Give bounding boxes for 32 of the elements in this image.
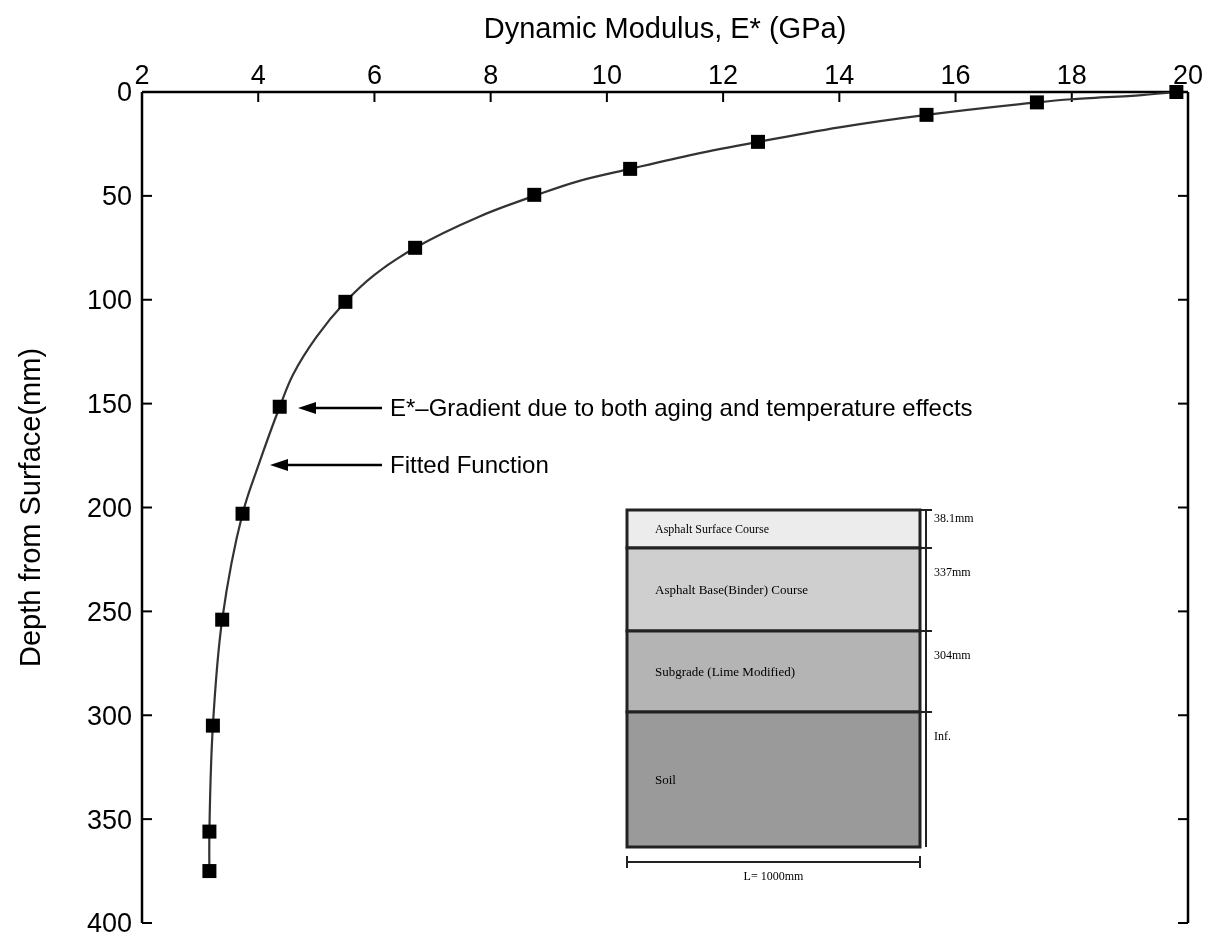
x-tick-label: 6 (366, 60, 382, 90)
annotation: Asphalt Base(Binder) Course (655, 582, 809, 598)
x-tick-label: 12 (708, 60, 739, 90)
x-tick-label: 4 (250, 60, 266, 90)
x-tick-label: 2 (134, 60, 150, 90)
y-tick-label: 50 (101, 181, 132, 212)
x-tick-label: 20 (1172, 60, 1204, 90)
annotation: Soil (655, 772, 677, 788)
y-tick-label: 350 (86, 804, 132, 835)
x-tick-label: 16 (940, 60, 971, 90)
annotation: Asphalt Surface Course (655, 522, 769, 537)
annotation: 304mm (934, 648, 972, 662)
x-tick-label: 18 (1056, 60, 1087, 90)
y-tick-label: 150 (86, 389, 132, 420)
x-tick-label: 14 (824, 60, 855, 90)
annotation: Subgrade (Lime Modified) (655, 664, 796, 680)
annotation: Fitted Function (390, 451, 549, 479)
x-axis-title: Dynamic Modulus, E* (GPa) (483, 12, 847, 44)
y-tick-label: 200 (86, 492, 132, 523)
y-tick-label: 400 (86, 908, 132, 939)
y-tick-label: 300 (86, 700, 132, 731)
y-tick-label: 250 (86, 596, 132, 627)
x-tick-label: 8 (483, 60, 499, 90)
y-axis-title: Depth from Surface(mm) (14, 347, 46, 668)
y-tick-label: 0 (116, 77, 132, 108)
y-tick-label: 100 (86, 285, 132, 316)
annotation: 337mm (934, 565, 972, 579)
annotation: 38.1mm (934, 511, 975, 525)
annotation: E*–Gradient due to both aging and temperature effects (390, 394, 973, 422)
annotation: Inf. (934, 729, 951, 743)
x-tick-label: 10 (591, 60, 622, 90)
annotation: L= 1000mm (743, 869, 805, 883)
